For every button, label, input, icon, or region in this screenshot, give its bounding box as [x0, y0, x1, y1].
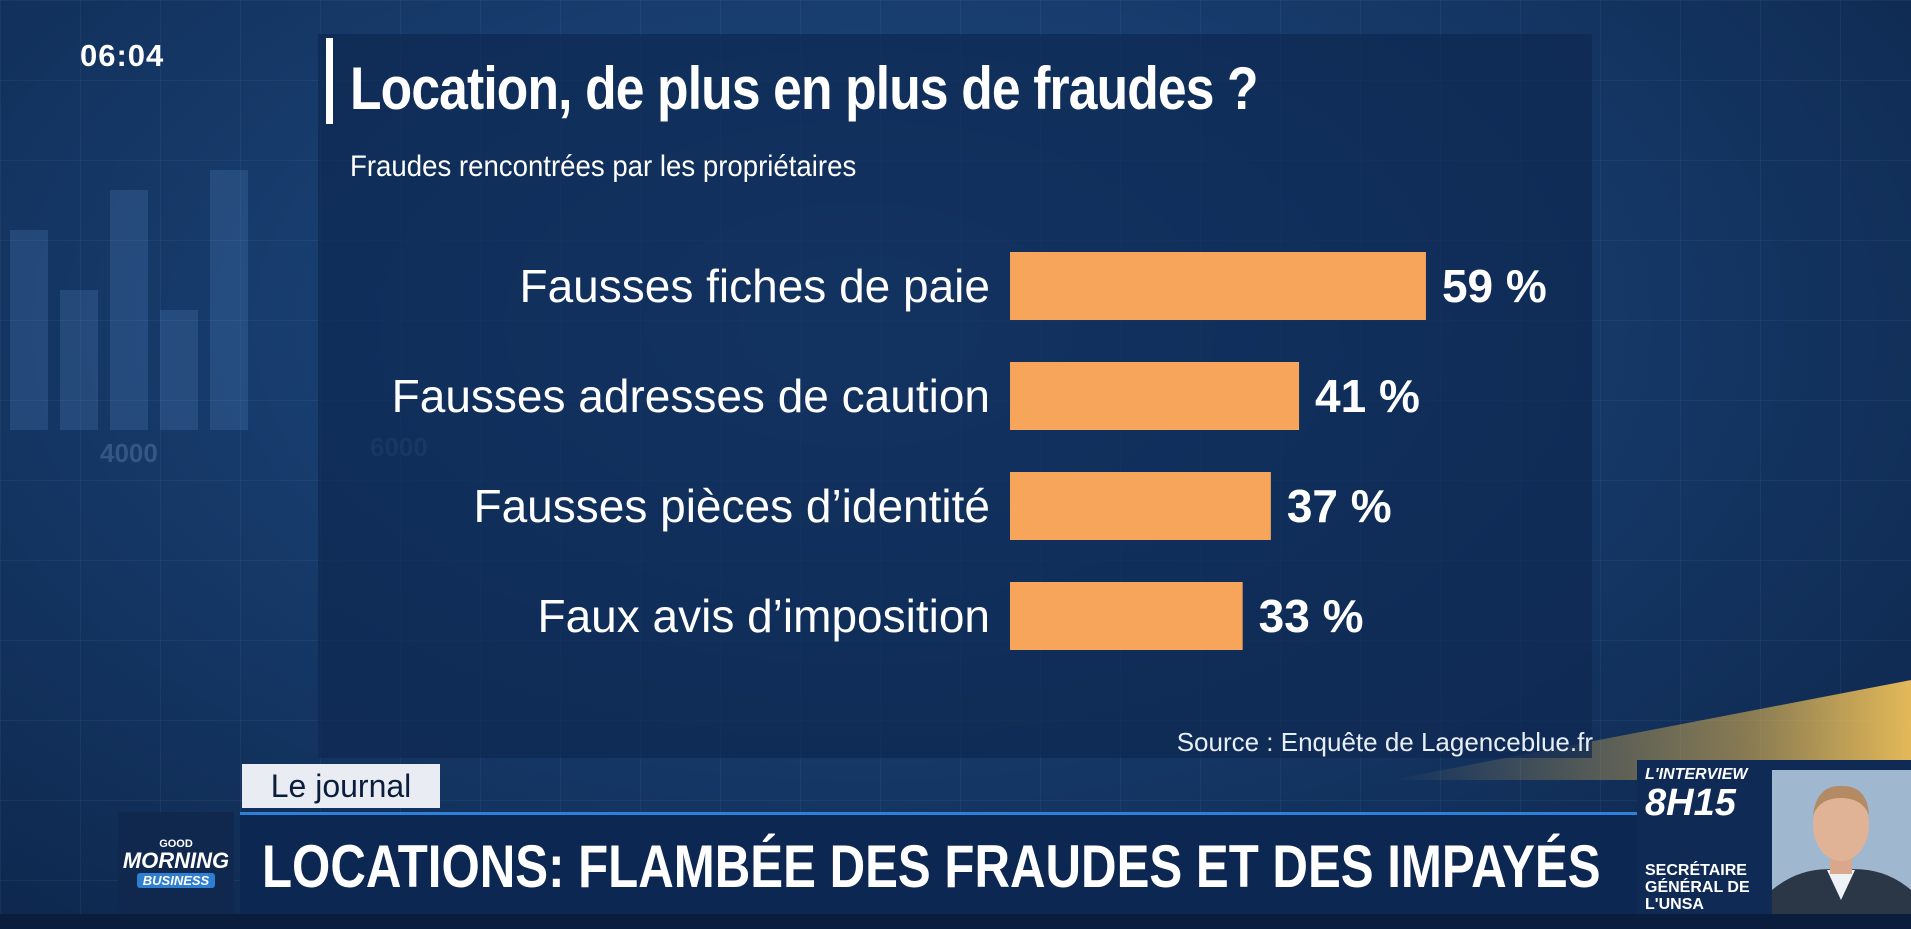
background-bars: [0, 150, 300, 430]
chart-source: Source : Enquête de Lagenceblue.fr: [1176, 727, 1593, 757]
background-number: 4000: [100, 438, 158, 468]
interview-role: SECRÉTAIRE GÉNÉRAL DE L'UNSA: [1645, 862, 1750, 913]
bottom-strip: [0, 914, 1911, 929]
section-tag: Le journal: [242, 764, 440, 808]
guest-avatar: [1772, 770, 1911, 929]
chart-subtitle: Fraudes rencontrées par les propriétaire…: [350, 150, 857, 183]
chart-title: Location, de plus en plus de fraudes ?: [350, 55, 1259, 122]
category-label: Fausses adresses de caution: [392, 370, 990, 422]
interview-time: 8H15: [1645, 782, 1736, 824]
title-accent-bar: [326, 38, 333, 124]
bar: [1010, 472, 1271, 540]
show-logo: GOOD MORNING BUSINESS: [118, 812, 234, 914]
headline-banner: [240, 812, 1637, 914]
logo-line-3: BUSINESS: [136, 873, 216, 888]
bar: [1010, 252, 1426, 320]
value-label: 41 %: [1315, 370, 1420, 422]
logo-line-1: GOOD: [159, 838, 193, 850]
category-label: Fausses pièces d’identité: [473, 480, 990, 532]
chart-panel: [318, 34, 1592, 758]
category-label: Faux avis d’imposition: [537, 590, 990, 642]
category-label: Fausses fiches de paie: [520, 260, 991, 312]
bar: [1010, 582, 1243, 650]
value-label: 59 %: [1442, 260, 1547, 312]
bar: [1010, 362, 1300, 430]
headline: LOCATIONS: FLAMBÉE DES FRAUDES ET DES IM…: [262, 833, 1601, 900]
interview-label: L'INTERVIEW: [1645, 766, 1748, 783]
value-label: 37 %: [1287, 480, 1392, 532]
logo-line-2: MORNING: [122, 848, 230, 873]
clock: 06:04: [80, 38, 165, 73]
value-label: 33 %: [1259, 590, 1364, 642]
